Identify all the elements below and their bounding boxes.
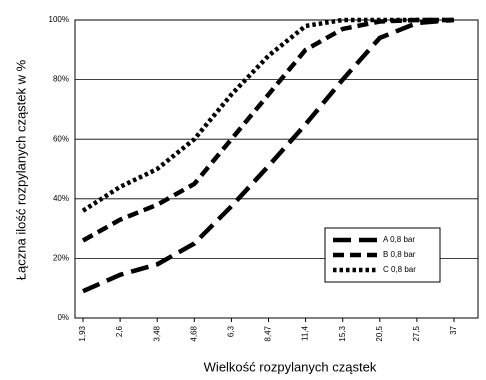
y-axis-title: Łączna ilość rozpylanych cząstek w % xyxy=(13,59,28,280)
x-tick-label: 1,93 xyxy=(78,325,87,341)
x-tick-label: 8,47 xyxy=(264,325,273,341)
y-tick-label: 40% xyxy=(53,194,69,203)
x-tick-label: 11,4 xyxy=(301,325,310,341)
y-tick-label: 80% xyxy=(53,75,69,84)
legend-box xyxy=(324,227,441,283)
x-axis-title: Wielkość rozpylanych cząstek xyxy=(204,359,377,374)
y-tick-label: 100% xyxy=(49,15,69,24)
x-tick-label: 3,48 xyxy=(152,325,161,341)
x-tick-label: 2,6 xyxy=(115,325,124,337)
x-tick-label: 6,3 xyxy=(227,325,236,337)
x-tick-label: 15,3 xyxy=(338,325,347,341)
y-tick-label: 20% xyxy=(53,254,69,263)
legend-label: B 0,8 bar xyxy=(383,250,416,259)
legend-label: C 0,8 bar xyxy=(383,265,416,274)
x-tick-label: 20,5 xyxy=(375,325,384,341)
series-line xyxy=(82,17,455,294)
legend-label: A 0,8 bar xyxy=(383,235,415,244)
y-tick-label: 0% xyxy=(57,313,69,322)
series-line xyxy=(81,17,454,213)
series-line xyxy=(81,17,454,243)
x-tick-label: 37 xyxy=(449,325,458,334)
x-tick-label: 4,68 xyxy=(189,325,198,341)
y-tick-label: 60% xyxy=(53,134,69,143)
x-tick-label: 27,5 xyxy=(412,325,421,341)
